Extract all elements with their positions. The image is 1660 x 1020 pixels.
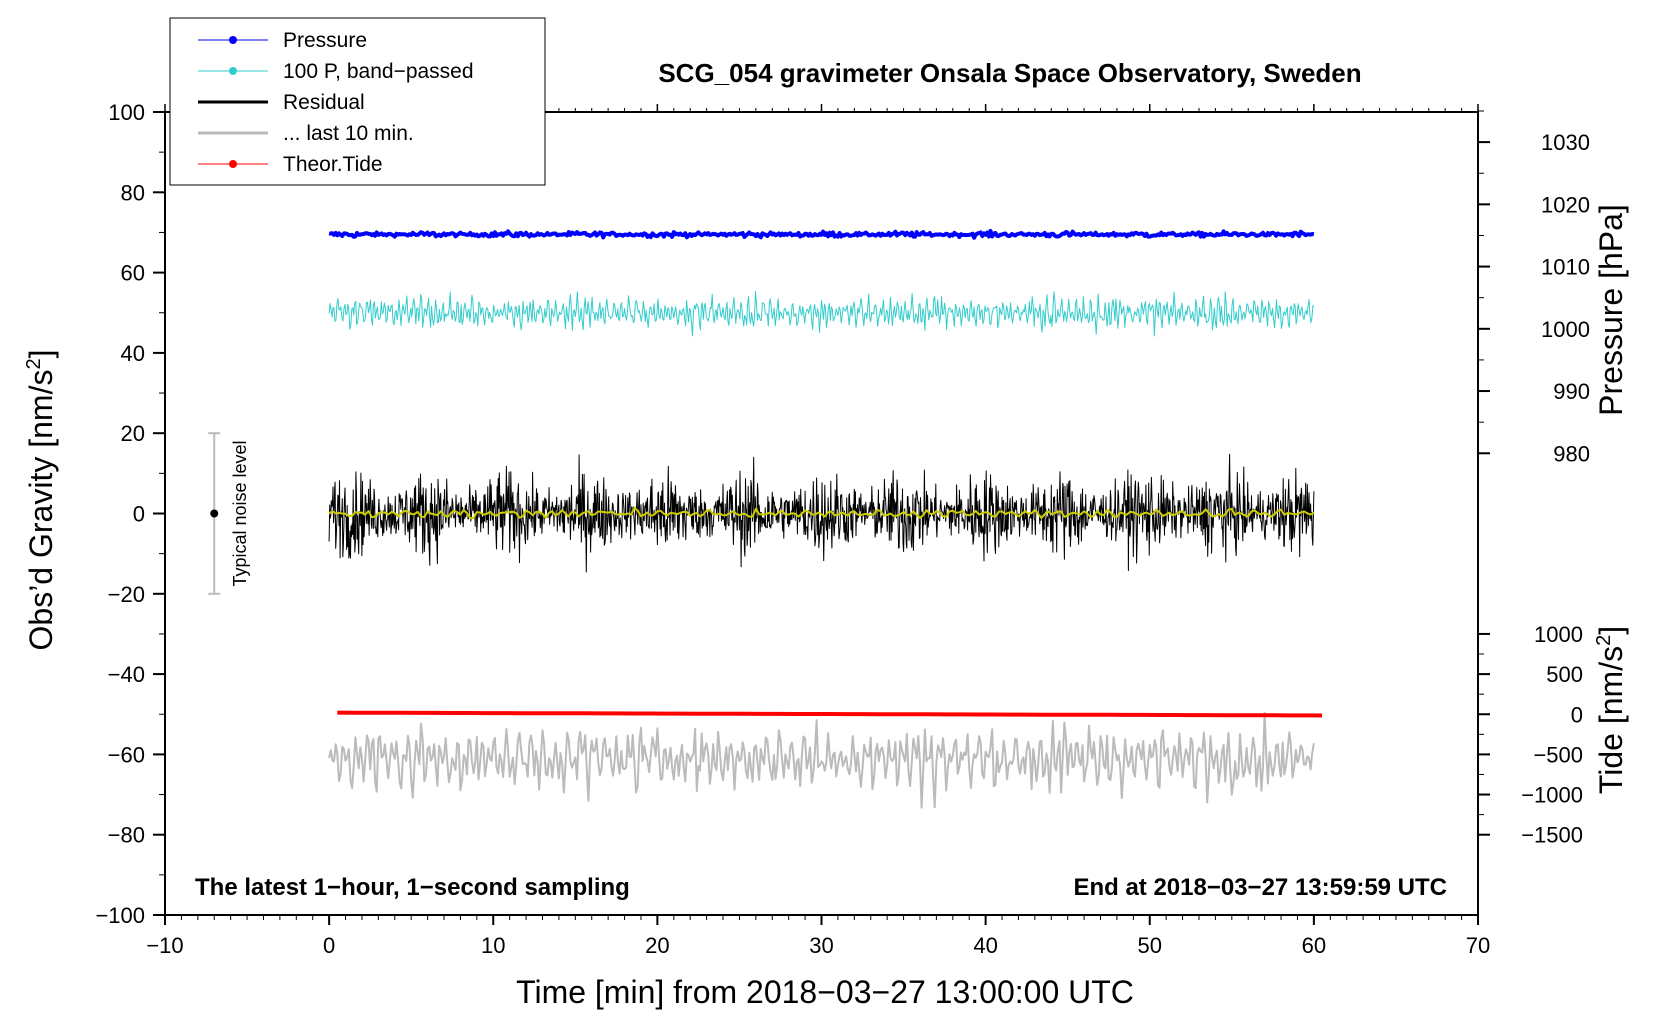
x-tick-label: 40 xyxy=(973,933,997,958)
legend-label: Pressure xyxy=(283,29,367,52)
annotation-end-time: End at 2018−03−27 13:59:59 UTC xyxy=(1073,874,1447,901)
x-tick-label: 70 xyxy=(1466,933,1490,958)
tide-tick-label: −1500 xyxy=(1521,823,1583,848)
x-tick-label: −10 xyxy=(146,933,183,958)
y-tick-label: −60 xyxy=(108,742,145,767)
y-tick-label: −80 xyxy=(108,823,145,848)
x-axis-title: Time [min] from 2018−03−27 13:00:00 UTC xyxy=(516,974,1134,1010)
x-tick-label: 20 xyxy=(645,933,669,958)
pressure-tick-label: 1010 xyxy=(1541,255,1590,280)
y-tick-label: −20 xyxy=(108,582,145,607)
tide-tick-label: 0 xyxy=(1571,702,1583,727)
legend-label: Theor.Tide xyxy=(283,153,383,176)
y-axis-title-gravity: Obs’d Gravity [nm/s2] xyxy=(23,350,59,651)
y-tick-label: 100 xyxy=(108,100,145,125)
noise-bar-label: Typical noise level xyxy=(230,440,250,586)
pressure-tick-label: 990 xyxy=(1553,379,1590,404)
legend-marker xyxy=(229,67,237,75)
annotation-sampling: The latest 1−hour, 1−second sampling xyxy=(195,874,630,901)
tide-tick-label: 1000 xyxy=(1534,622,1583,647)
series-layer xyxy=(328,228,1323,809)
noise-bar: Typical noise level xyxy=(208,432,250,595)
pressure-tick-label: 1000 xyxy=(1541,317,1590,342)
series--last-10-min- xyxy=(328,711,1315,809)
legend: Pressure 100 P, band−passed Residual ... la… xyxy=(169,17,546,186)
tide-tick-label: 500 xyxy=(1546,662,1583,687)
y-tick-label: 40 xyxy=(121,341,145,366)
y-axis-title-tide: Tide [nm/s2] xyxy=(1593,626,1629,794)
y-tick-label: 20 xyxy=(121,421,145,446)
pressure-tick-label: 1030 xyxy=(1541,130,1590,155)
pressure-tick-label: 980 xyxy=(1553,441,1590,466)
noise-bar-center-dot xyxy=(210,509,219,518)
x-tick-label: 10 xyxy=(481,933,505,958)
y-tick-label: −40 xyxy=(108,662,145,687)
pressure-tick-label: 1020 xyxy=(1541,192,1590,217)
tide-tick-label: −500 xyxy=(1533,742,1583,767)
legend-marker xyxy=(229,160,237,168)
y-axis-title-pressure: Pressure [hPa] xyxy=(1593,204,1629,416)
y-tick-label: −100 xyxy=(95,903,145,928)
series-residual xyxy=(328,453,1315,573)
legend-label: Residual xyxy=(283,91,365,114)
x-tick-label: 50 xyxy=(1138,933,1162,958)
y-tick-label: 0 xyxy=(133,502,145,527)
y-tick-label: 80 xyxy=(121,180,145,205)
tick-labels: −10 0 10 20 30 40 50 60 70−100−80−60−40−20020406… xyxy=(95,100,1590,958)
y-tick-label: 60 xyxy=(121,261,145,286)
series-residual-smoothed xyxy=(328,506,1315,520)
legend-marker xyxy=(229,36,237,44)
legend-label: ... last 10 min. xyxy=(283,122,414,145)
x-tick-label: 30 xyxy=(809,933,833,958)
series-100-p-band-passed xyxy=(328,291,1315,337)
chart-title: SCG_054 gravimeter Onsala Space Observat… xyxy=(658,58,1361,88)
series-pressure xyxy=(328,228,1315,240)
tide-tick-label: −1000 xyxy=(1521,783,1583,808)
x-tick-label: 60 xyxy=(1302,933,1326,958)
legend-label: 100 P, band−passed xyxy=(283,60,474,83)
series-theor-tide xyxy=(337,710,1323,718)
x-tick-label: 0 xyxy=(323,933,335,958)
